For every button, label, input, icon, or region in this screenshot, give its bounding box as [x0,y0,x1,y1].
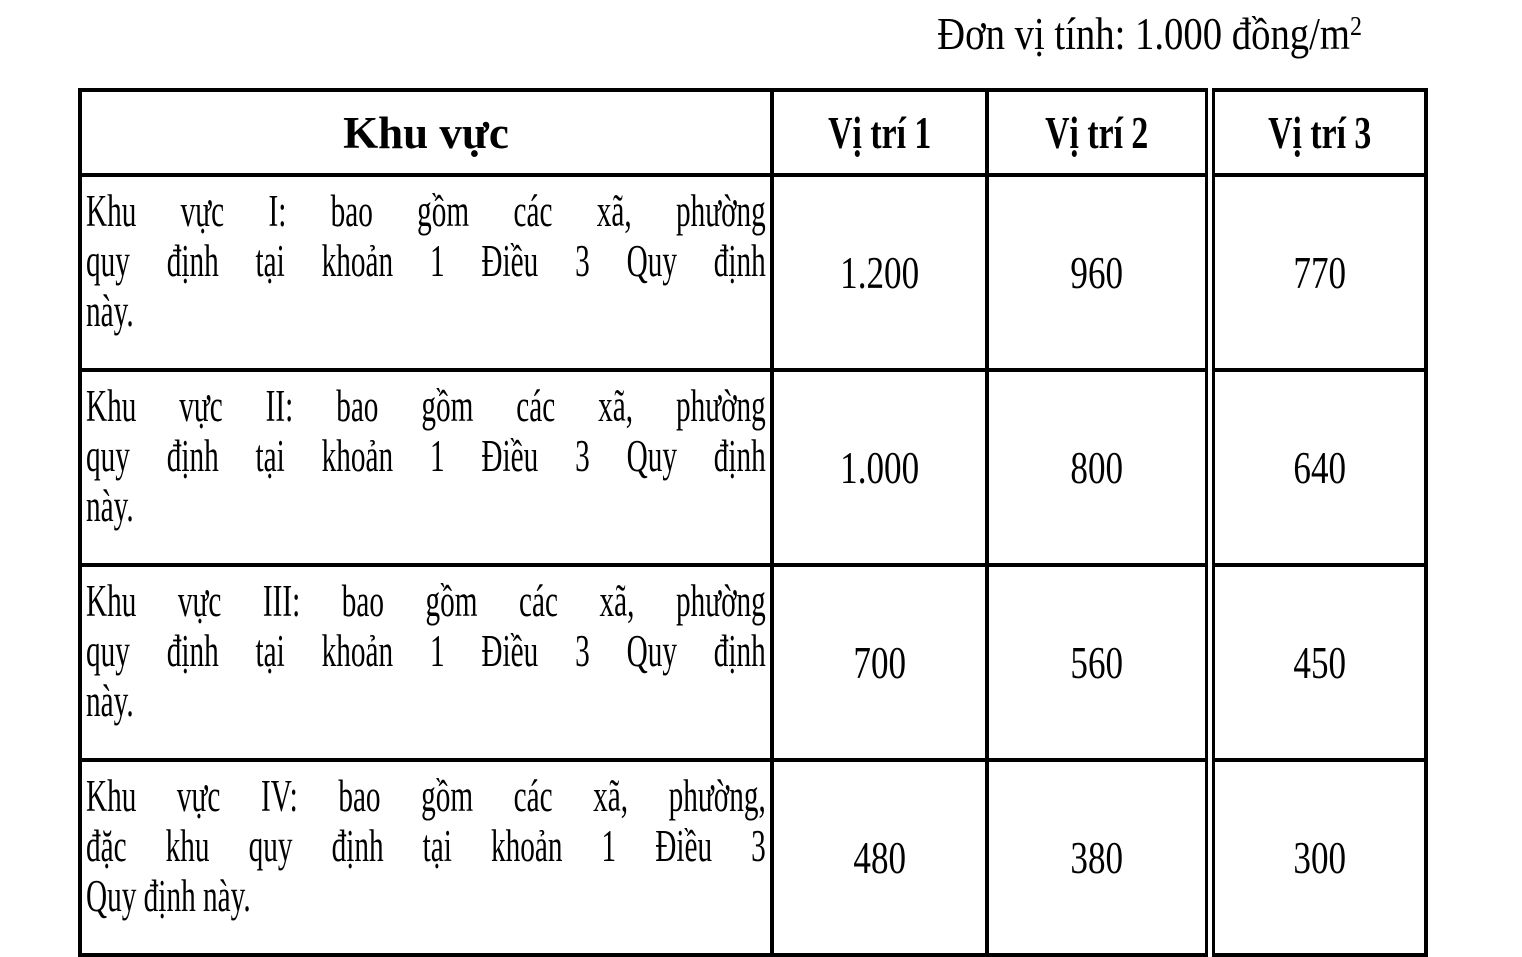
price-table-header: Khu vực Vị trí 1 Vị trí 2 Vị trí 3 [78,88,1428,177]
value-cell: 1.200 [770,173,989,372]
price-table-body: Khu vực I: bao gồm các xã, phường quy địn… [78,173,1428,957]
price-value: 450 [1293,637,1346,688]
area-line: Khu vực III: bao gồm các xã, phường [86,576,766,626]
table-row: Khu vực III: bao gồm các xã, phường quy đ… [78,563,1428,762]
column-header-vi-tri-1-label: Vị trí 1 [827,107,932,158]
area-line: Khu vực I: bao gồm các xã, phường [86,186,766,236]
area-cell: Khu vực II: bao gồm các xã, phường quy đị… [78,368,774,567]
value-cell: 640 [1205,368,1428,567]
area-cell: Khu vực IV: bao gồm các xã, phường, đặc k… [78,758,774,957]
value-cell: 700 [770,563,989,762]
table-row: Khu vực II: bao gồm các xã, phường quy đị… [78,368,1428,567]
column-header-vi-tri-1: Vị trí 1 [770,88,989,177]
value-cell: 960 [985,173,1212,372]
area-line: này. [86,286,134,336]
price-value: 960 [1070,247,1124,298]
area-line: Quy định này. [86,871,251,921]
value-cell: 380 [985,758,1212,957]
column-header-vi-tri-3: Vị trí 3 [1205,88,1428,177]
area-line: này. [86,676,134,726]
value-cell: 480 [770,758,989,957]
price-value: 560 [1070,637,1124,688]
column-header-vi-tri-3-label: Vị trí 3 [1267,107,1372,158]
unit-label: Đơn vị tính: 1.000 đồng/m2 [937,9,1362,60]
price-value: 640 [1293,442,1346,493]
area-cell: Khu vực I: bao gồm các xã, phường quy địn… [78,173,774,372]
price-value: 480 [853,832,906,883]
area-line: đặc khu quy định tại khoản 1 Điều 3 [86,821,766,871]
column-header-khu-vuc: Khu vực [78,88,774,177]
column-header-vi-tri-2: Vị trí 2 [985,88,1212,177]
area-line: Khu vực IV: bao gồm các xã, phường, [86,771,766,821]
column-header-khu-vuc-label: Khu vực [343,107,509,158]
area-line: quy định tại khoản 1 Điều 3 Quy định [86,431,766,481]
area-line: Khu vực II: bao gồm các xã, phường [86,381,766,431]
value-cell: 560 [985,563,1212,762]
column-header-vi-tri-2-label: Vị trí 2 [1045,107,1149,158]
price-value: 1.000 [840,442,919,493]
price-value: 800 [1070,442,1124,493]
area-line: quy định tại khoản 1 Điều 3 Quy định [86,626,766,676]
price-table: Khu vực Vị trí 1 Vị trí 2 Vị trí 3 Khu v… [78,88,1428,957]
price-value: 1.200 [840,247,919,298]
value-cell: 300 [1205,758,1428,957]
area-line: này. [86,481,134,531]
price-value: 380 [1070,832,1124,883]
header-row: Khu vực Vị trí 1 Vị trí 2 Vị trí 3 [78,88,1428,177]
price-value: 300 [1293,832,1346,883]
table-row: Khu vực I: bao gồm các xã, phường quy địn… [78,173,1428,372]
price-value: 700 [853,637,906,688]
area-cell: Khu vực III: bao gồm các xã, phường quy đ… [78,563,774,762]
value-cell: 450 [1205,563,1428,762]
value-cell: 770 [1205,173,1428,372]
price-value: 770 [1293,247,1346,298]
unit-label-superscript: 2 [1350,11,1362,43]
value-cell: 1.000 [770,368,989,567]
value-cell: 800 [985,368,1212,567]
unit-label-text: Đơn vị tính: 1.000 đồng/m [937,9,1351,59]
table-row: Khu vực IV: bao gồm các xã, phường, đặc k… [78,758,1428,957]
area-line: quy định tại khoản 1 Điều 3 Quy định [86,236,766,286]
